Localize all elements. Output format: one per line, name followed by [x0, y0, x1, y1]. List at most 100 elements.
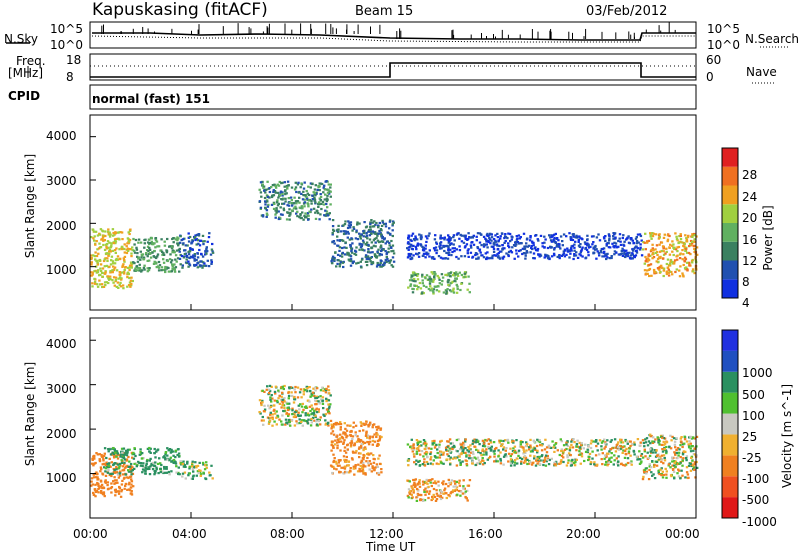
heatmap-cell [295, 190, 298, 194]
heatmap-cell [387, 259, 390, 263]
heatmap-cell [390, 239, 393, 243]
heatmap-cell [425, 451, 429, 454]
heatmap-cell [462, 443, 466, 446]
heatmap-cell [473, 445, 476, 448]
heatmap-cell [332, 228, 335, 231]
heatmap-cell [463, 272, 466, 275]
heatmap-cell [383, 262, 386, 265]
heatmap-cell [559, 247, 562, 250]
heatmap-cell [318, 189, 321, 192]
heatmap-cell [107, 246, 110, 249]
heatmap-cell [318, 182, 321, 185]
heatmap-cell [466, 288, 469, 291]
heatmap-cell [625, 237, 629, 240]
heatmap-cell [301, 419, 304, 422]
heatmap-cell [294, 200, 298, 203]
heatmap-cell [501, 244, 504, 247]
heatmap-cell [447, 234, 450, 237]
heatmap-cell [676, 457, 679, 460]
heatmap-cell [338, 464, 341, 467]
heatmap-cell [131, 249, 134, 252]
heatmap-cell [368, 437, 371, 440]
heatmap-cell [451, 457, 455, 460]
heatmap-cell [445, 448, 448, 451]
heatmap-cell [515, 249, 518, 252]
heatmap-cell [346, 424, 349, 427]
heatmap-cell [366, 257, 369, 260]
heatmap-cell [692, 466, 696, 469]
heatmap-cell [611, 447, 614, 450]
heatmap-cell [208, 471, 211, 474]
heatmap-cell [327, 385, 330, 388]
heatmap-cell [101, 236, 105, 239]
heatmap-cell [323, 184, 326, 187]
heatmap-cell [120, 447, 124, 450]
heatmap-cell [284, 418, 288, 421]
heatmap-cell [614, 242, 618, 245]
heatmap-cell [666, 240, 669, 243]
heatmap-cell [449, 456, 452, 459]
heatmap-cell [180, 254, 184, 258]
heatmap-cell [112, 231, 115, 235]
heatmap-cell [685, 440, 689, 443]
heatmap-cell [623, 456, 627, 459]
heatmap-cell [210, 261, 213, 264]
heatmap-cell [604, 441, 607, 444]
heatmap-cell [139, 450, 142, 454]
heatmap-cell [182, 465, 186, 468]
heatmap-cell [430, 447, 433, 450]
heatmap-cell [345, 429, 349, 432]
heatmap-cell [370, 261, 373, 264]
heatmap-cell [477, 451, 480, 454]
heatmap-cell [655, 449, 658, 452]
heatmap-cell [662, 245, 665, 248]
heatmap-cell [379, 428, 382, 431]
heatmap-cell [503, 237, 506, 240]
heatmap-cell [151, 243, 154, 246]
power-tick-16: 16 [742, 233, 758, 247]
heatmap-cell [686, 473, 690, 476]
heatmap-cell [691, 233, 694, 236]
heatmap-cell [643, 269, 647, 272]
heatmap-cell [306, 412, 310, 415]
heatmap-cell [447, 253, 451, 256]
heatmap-cell [113, 479, 117, 482]
heatmap-cell [636, 233, 640, 236]
heatmap-cell [310, 392, 313, 395]
heatmap-cell [371, 436, 374, 439]
heatmap-cell [692, 270, 695, 273]
heatmap-cell [416, 242, 420, 245]
heatmap-cell [484, 237, 487, 240]
heatmap-cell [408, 492, 412, 495]
heatmap-cell [118, 462, 122, 465]
heatmap-cell [667, 274, 671, 277]
heatmap-cell [262, 410, 266, 413]
heatmap-cell [371, 251, 374, 254]
heatmap-cell [285, 401, 288, 404]
heatmap-cell [487, 257, 490, 260]
heatmap-cell [638, 450, 641, 453]
heatmap-cell [421, 245, 424, 248]
heatmap-cell [128, 460, 131, 463]
heatmap-cell [508, 232, 512, 236]
heatmap-cell [276, 399, 279, 402]
heatmap-cell [602, 247, 606, 250]
heatmap-cell [475, 448, 478, 451]
heatmap-cell [205, 247, 208, 250]
heatmap-cell [616, 462, 619, 465]
heatmap-cell [109, 263, 113, 266]
heatmap-cell [639, 441, 642, 444]
heatmap-cell [438, 453, 442, 456]
heatmap-cell [496, 247, 500, 251]
heatmap-cell [635, 251, 639, 254]
heatmap-cell [316, 212, 320, 215]
heatmap-cell [674, 446, 677, 449]
heatmap-cell [623, 251, 626, 254]
heatmap-cell [123, 259, 126, 262]
heatmap-cell [608, 239, 611, 242]
heatmap-cell [385, 253, 388, 256]
heatmap-cell [597, 252, 601, 255]
heatmap-cell [619, 447, 622, 451]
heatmap-cell [369, 462, 373, 465]
heatmap-cell [331, 225, 335, 228]
